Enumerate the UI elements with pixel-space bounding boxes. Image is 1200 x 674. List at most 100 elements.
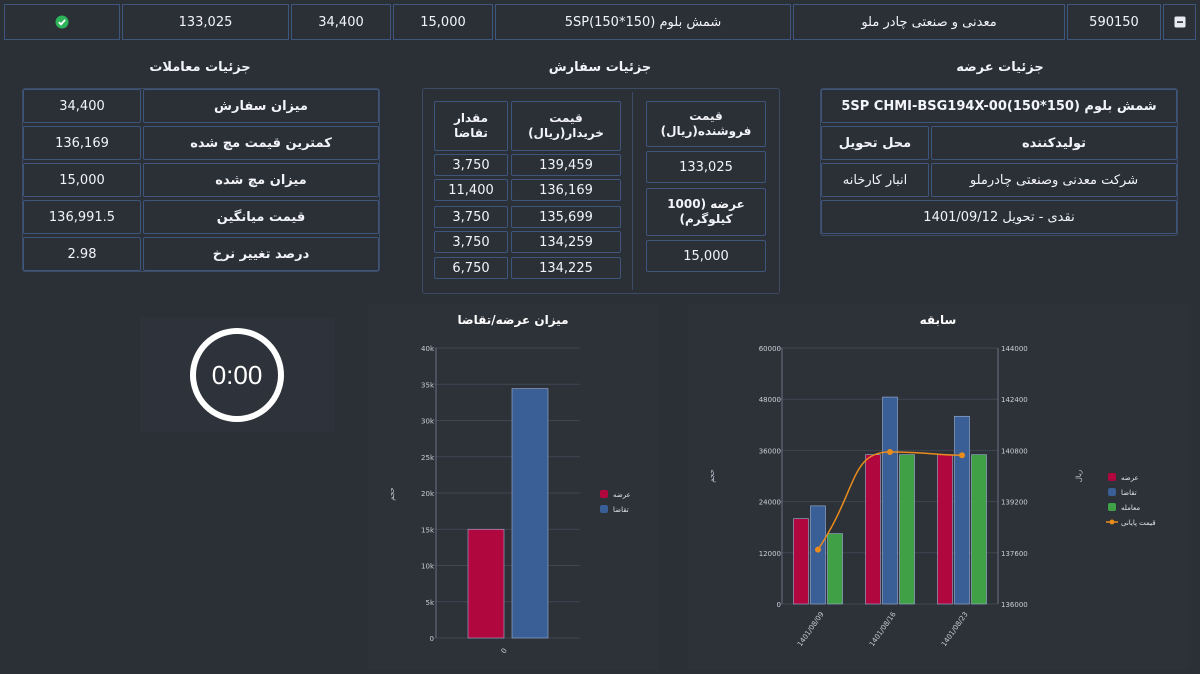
check-circle-icon (55, 15, 69, 29)
producer-name: شرکت معدنی وصنعتی چادرملو (931, 163, 1177, 197)
trade-label-order-volume: میزان سفارش (143, 89, 379, 123)
supply-bar (865, 454, 881, 605)
top-symbol-code: 590150 (1067, 4, 1161, 40)
order-price-cell: 136,169 (511, 179, 621, 201)
history-chart-title: سابقه (920, 313, 957, 327)
history-chart-panel: سابقه حجم ریال 0 12000 24000 36000 48000 6000… (688, 304, 1188, 670)
traded-bar (971, 454, 987, 605)
y-tick-label: 5k (425, 599, 434, 607)
supply-demand-y-axis-title: حجم (388, 487, 396, 501)
supply-volume-value: 15,000 (646, 240, 766, 272)
final-price-point (959, 452, 965, 459)
supply-demand-chart-title: میزان عرضه/تقاضا (458, 313, 569, 327)
trade-value-matched-volume: 15,000 (23, 163, 141, 197)
supply-product-name: شمش بلوم (150*150)5SP CHMI-BSG194X-00 (821, 89, 1177, 123)
y-right-tick-label: 139200 (1001, 499, 1028, 507)
supply-bar (937, 454, 953, 605)
order-details-panel (422, 88, 780, 294)
legend-demand-swatch (600, 505, 608, 513)
legend-supply-label: عرضه (613, 491, 631, 499)
order-divider (632, 92, 633, 290)
y-left-tick-label: 12000 (759, 550, 781, 558)
history-legend-demand-swatch (1108, 488, 1116, 496)
x-tick-label: 0 (500, 647, 509, 655)
y-tick-label: 10k (421, 563, 435, 571)
trade-details-title: جزئیات معاملات (149, 60, 251, 75)
y-tick-label: 0 (430, 635, 434, 643)
y-right-tick-label: 136000 (1001, 601, 1028, 609)
history-legend-price-marker (1109, 519, 1115, 525)
trade-label-matched-volume: میزان مچ شده (143, 163, 379, 197)
trade-value-min-matched-price: 136,169 (23, 126, 141, 160)
legend-demand-label: تقاضا (613, 506, 629, 514)
y-right-tick-label: 142400 (1001, 396, 1028, 404)
demand-bar (882, 396, 898, 605)
minus-square-icon (1174, 16, 1185, 28)
y-tick-label: 35k (421, 381, 435, 389)
history-chart: سابقه حجم ریال 0 12000 24000 36000 48000 6000… (708, 313, 1156, 649)
top-supply-volume: 15,000 (393, 4, 493, 40)
supply-details-title: جزئیات عرضه (956, 60, 1044, 75)
supply-bar (793, 518, 809, 605)
top-company-name: معدنی و صنعتی چادر ملو (793, 4, 1065, 40)
history-legend-traded-label: معامله (1121, 504, 1140, 512)
demand-bar (810, 505, 826, 605)
supply-details-panel (820, 88, 1178, 236)
final-price-line (817, 451, 963, 551)
history-legend-supply-label: عرضه (1121, 474, 1139, 482)
y-left-tick-label: 0 (777, 601, 781, 609)
y-tick-label: 25k (421, 454, 435, 462)
y-right-tick-label: 137600 (1001, 550, 1028, 558)
legend-supply-swatch (600, 490, 608, 498)
seller-price-value: 133,025 (646, 151, 766, 183)
order-price-cell: 134,225 (511, 257, 621, 279)
trade-value-average-price: 136,991.5 (23, 200, 141, 234)
top-sell-price: 133,025 (122, 4, 289, 40)
trade-value-rate-change: 2.98 (23, 237, 141, 271)
history-legend-price-label: قیمت پایانی (1121, 519, 1156, 527)
producer-header: تولیدکننده (931, 126, 1177, 160)
supply-bar (467, 528, 505, 639)
header-seller-price: قیمت فروشنده(ریال) (646, 101, 766, 147)
order-price-cell: 139,459 (511, 154, 621, 176)
delivery-location: انبار کارخانه (821, 163, 929, 197)
timer-value: 0:00 (211, 359, 263, 390)
order-qty-cell: 3,750 (434, 154, 508, 176)
final-price-point (887, 449, 893, 455)
y-left-tick-label: 24000 (759, 499, 781, 507)
y-left-tick-label: 60000 (759, 345, 781, 353)
header-demand-qty: مقدار تقاضا (434, 101, 508, 151)
timer-panel: 0:00 (140, 318, 335, 432)
status-cell (4, 4, 120, 40)
header-buyer-price: قیمت خریدار(ریال) (511, 101, 621, 151)
supply-demand-chart-panel: میزان عرضه/تقاضا حجم 0 5k 10k 15k 20k 25k 30k 3… (368, 304, 658, 670)
x-tick-label: 1401/08/23 (940, 611, 970, 649)
trade-label-rate-change: درصد تغییر نرخ (143, 237, 379, 271)
order-price-cell: 135,699 (511, 206, 621, 228)
trade-label-average-price: قیمت میانگین (143, 200, 379, 234)
history-y-left-title: حجم (708, 469, 716, 483)
trade-details-panel (22, 88, 380, 272)
x-tick-label: 1401/08/09 (796, 611, 826, 649)
demand-bar (954, 415, 970, 605)
history-legend-supply-swatch (1108, 473, 1116, 481)
top-order-volume: 34,400 (291, 4, 391, 40)
y-left-tick-label: 48000 (759, 396, 781, 404)
traded-bar (899, 454, 915, 605)
timer-ring: 0:00 (190, 328, 284, 422)
final-price-point (815, 546, 821, 553)
trade-value-order-volume: 34,400 (23, 89, 141, 123)
trade-label-min-matched-price: کمترین قیمت مچ شده (143, 126, 379, 160)
x-tick-label: 1401/08/16 (868, 610, 898, 648)
y-right-tick-label: 144000 (1001, 345, 1028, 353)
traded-bar (827, 533, 843, 605)
demand-bar (511, 388, 549, 639)
location-header: محل تحویل (821, 126, 929, 160)
y-left-tick-label: 36000 (759, 447, 781, 455)
order-qty-cell: 6,750 (434, 257, 508, 279)
collapse-button[interactable] (1163, 4, 1196, 40)
top-product-name: شمش بلوم (150*150)5SP (495, 4, 791, 40)
history-legend-traded-swatch (1108, 503, 1116, 511)
y-right-tick-label: 140800 (1001, 447, 1028, 455)
payment-delivery-terms: نقدی - تحویل 1401/09/12 (821, 200, 1177, 234)
